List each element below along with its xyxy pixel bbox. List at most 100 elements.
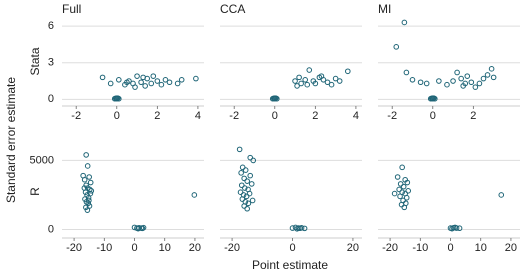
point xyxy=(294,225,300,232)
point xyxy=(458,75,464,82)
x-tick-label: 20 xyxy=(189,242,201,254)
point xyxy=(140,74,146,81)
point xyxy=(107,80,114,87)
x-tick-label: 20 xyxy=(347,242,359,254)
x-axis-label: Point estimate xyxy=(252,258,328,272)
point xyxy=(239,164,246,171)
point xyxy=(114,95,121,101)
point xyxy=(405,188,412,194)
point xyxy=(298,80,304,87)
point xyxy=(306,67,313,73)
point xyxy=(243,193,250,200)
point xyxy=(178,77,185,83)
x-tick-label: -2 xyxy=(229,110,239,122)
point xyxy=(490,74,497,81)
y-tick-label: 0 xyxy=(48,223,54,235)
point xyxy=(464,73,471,79)
point xyxy=(401,19,408,26)
point xyxy=(318,73,325,79)
point xyxy=(394,174,401,180)
point xyxy=(423,80,430,87)
point xyxy=(85,200,92,207)
x-tick-label: -2 xyxy=(387,110,397,122)
row-title: Stata xyxy=(28,47,42,75)
point xyxy=(246,190,253,197)
point xyxy=(454,69,460,76)
point xyxy=(247,172,254,179)
point xyxy=(397,181,404,187)
point xyxy=(301,225,308,232)
point xyxy=(154,78,161,84)
point xyxy=(399,189,405,195)
x-tick-label: 0 xyxy=(447,242,453,254)
point xyxy=(312,80,319,87)
x-tick-label: -20 xyxy=(382,242,398,254)
point xyxy=(247,154,254,161)
point xyxy=(86,197,92,204)
point xyxy=(162,77,169,83)
point xyxy=(328,81,335,88)
point xyxy=(336,78,343,84)
point xyxy=(294,83,300,89)
point xyxy=(248,181,255,187)
column-title: MI xyxy=(378,2,391,16)
point xyxy=(449,225,455,232)
column-title: Full xyxy=(62,2,81,16)
point xyxy=(87,190,94,197)
point xyxy=(241,175,247,182)
point xyxy=(436,78,442,84)
point xyxy=(398,201,405,208)
point xyxy=(174,80,181,87)
point xyxy=(480,75,487,82)
point xyxy=(304,81,311,88)
point xyxy=(193,75,199,82)
point xyxy=(292,78,298,84)
y-axis-label: Standard error estimate xyxy=(4,77,18,203)
point xyxy=(241,203,247,209)
point xyxy=(244,205,250,212)
point xyxy=(391,190,398,197)
point xyxy=(296,74,302,81)
x-tick-label: 10 xyxy=(475,242,487,254)
point xyxy=(472,84,479,90)
point xyxy=(452,224,458,231)
point xyxy=(249,197,256,204)
point xyxy=(324,79,331,86)
point xyxy=(302,77,309,83)
point xyxy=(393,44,400,50)
point xyxy=(116,77,122,83)
point xyxy=(498,192,505,198)
x-tick-label: -10 xyxy=(96,242,112,254)
point xyxy=(332,75,339,82)
x-tick-label: 0 xyxy=(272,110,278,122)
point xyxy=(81,176,88,183)
column-title: CCA xyxy=(220,2,245,16)
point xyxy=(476,80,483,87)
point xyxy=(99,74,106,81)
point xyxy=(83,204,89,211)
point xyxy=(400,183,407,190)
point xyxy=(462,80,469,87)
point xyxy=(166,79,173,86)
point xyxy=(399,164,405,171)
point xyxy=(417,79,424,86)
x-tick-label: 2 xyxy=(154,110,160,122)
point xyxy=(84,163,91,169)
x-tick-label: 2 xyxy=(470,110,476,122)
x-tick-label: -2 xyxy=(71,110,81,122)
point xyxy=(88,188,95,194)
point xyxy=(150,73,157,79)
y-tick-label: 3 xyxy=(48,57,54,69)
point xyxy=(132,84,138,90)
point xyxy=(238,182,245,189)
x-tick-label: 10 xyxy=(159,242,171,254)
x-tick-label: -20 xyxy=(224,242,240,254)
point xyxy=(428,95,435,102)
point xyxy=(237,189,244,195)
point xyxy=(396,186,402,193)
point xyxy=(124,79,130,86)
point xyxy=(148,80,155,87)
point xyxy=(297,225,303,232)
point xyxy=(81,185,88,191)
